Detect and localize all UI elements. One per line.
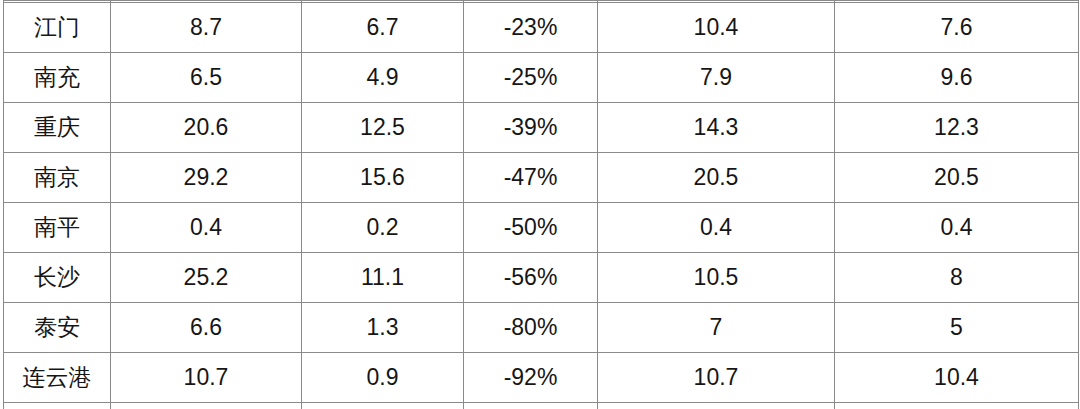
value-cell: 4.9 — [302, 53, 464, 103]
value-cell: 6.6 — [111, 303, 302, 353]
value-cell: 0.4 — [111, 203, 302, 253]
change-pct-cell: -25% — [464, 53, 598, 103]
value-cell: 7 — [598, 303, 835, 353]
city-cell: 南充 — [4, 53, 111, 103]
data-table: 江门8.76.7-23%10.47.6南充6.54.9-25%7.99.6重庆2… — [3, 0, 1079, 409]
change-pct-cell: -47% — [464, 153, 598, 203]
city-cell: 南京 — [4, 153, 111, 203]
cropped-cell — [302, 403, 464, 409]
value-cell: 20.5 — [598, 153, 835, 203]
value-cell: 10.7 — [111, 353, 302, 403]
cropped-cell — [4, 403, 111, 409]
value-cell: 9.6 — [835, 53, 1079, 103]
value-cell: 6.7 — [302, 3, 464, 53]
change-pct-cell: -23% — [464, 3, 598, 53]
value-cell: 8.7 — [111, 3, 302, 53]
city-cell: 重庆 — [4, 103, 111, 153]
value-cell: 10.4 — [598, 3, 835, 53]
value-cell: 7.6 — [835, 3, 1079, 53]
table-row: 南充6.54.9-25%7.99.6 — [4, 53, 1079, 103]
change-pct-cell: -80% — [464, 303, 598, 353]
city-cell: 江门 — [4, 3, 111, 53]
value-cell: 6.5 — [111, 53, 302, 103]
cropped-cell — [464, 403, 598, 409]
value-cell: 20.6 — [111, 103, 302, 153]
value-cell: 0.4 — [598, 203, 835, 253]
table-row: 南平0.40.2-50%0.40.4 — [4, 203, 1079, 253]
value-cell: 20.5 — [835, 153, 1079, 203]
cropped-cell — [598, 403, 835, 409]
value-cell: 5 — [835, 303, 1079, 353]
change-pct-cell: -39% — [464, 103, 598, 153]
table-body: 江门8.76.7-23%10.47.6南充6.54.9-25%7.99.6重庆2… — [4, 1, 1079, 409]
value-cell: 11.1 — [302, 253, 464, 303]
value-cell: 10.5 — [598, 253, 835, 303]
city-cell: 长沙 — [4, 253, 111, 303]
value-cell: 12.3 — [835, 103, 1079, 153]
city-cell: 泰安 — [4, 303, 111, 353]
value-cell: 8 — [835, 253, 1079, 303]
value-cell: 25.2 — [111, 253, 302, 303]
value-cell: 29.2 — [111, 153, 302, 203]
cropped-row-bottom — [4, 403, 1079, 409]
city-cell: 南平 — [4, 203, 111, 253]
table-row: 泰安6.61.3-80%75 — [4, 303, 1079, 353]
table-row: 南京29.215.6-47%20.520.5 — [4, 153, 1079, 203]
value-cell: 14.3 — [598, 103, 835, 153]
table-row: 江门8.76.7-23%10.47.6 — [4, 3, 1079, 53]
value-cell: 10.7 — [598, 353, 835, 403]
value-cell: 12.5 — [302, 103, 464, 153]
value-cell: 1.3 — [302, 303, 464, 353]
value-cell: 7.9 — [598, 53, 835, 103]
value-cell: 0.9 — [302, 353, 464, 403]
table-row: 连云港10.70.9-92%10.710.4 — [4, 353, 1079, 403]
change-pct-cell: -92% — [464, 353, 598, 403]
value-cell: 0.2 — [302, 203, 464, 253]
value-cell: 0.4 — [835, 203, 1079, 253]
change-pct-cell: -50% — [464, 203, 598, 253]
table-viewport: 江门8.76.7-23%10.47.6南充6.54.9-25%7.99.6重庆2… — [0, 0, 1080, 409]
cropped-cell — [835, 403, 1079, 409]
value-cell: 15.6 — [302, 153, 464, 203]
value-cell: 10.4 — [835, 353, 1079, 403]
cropped-cell — [111, 403, 302, 409]
change-pct-cell: -56% — [464, 253, 598, 303]
table-row: 长沙25.211.1-56%10.58 — [4, 253, 1079, 303]
table-row: 重庆20.612.5-39%14.312.3 — [4, 103, 1079, 153]
city-cell: 连云港 — [4, 353, 111, 403]
